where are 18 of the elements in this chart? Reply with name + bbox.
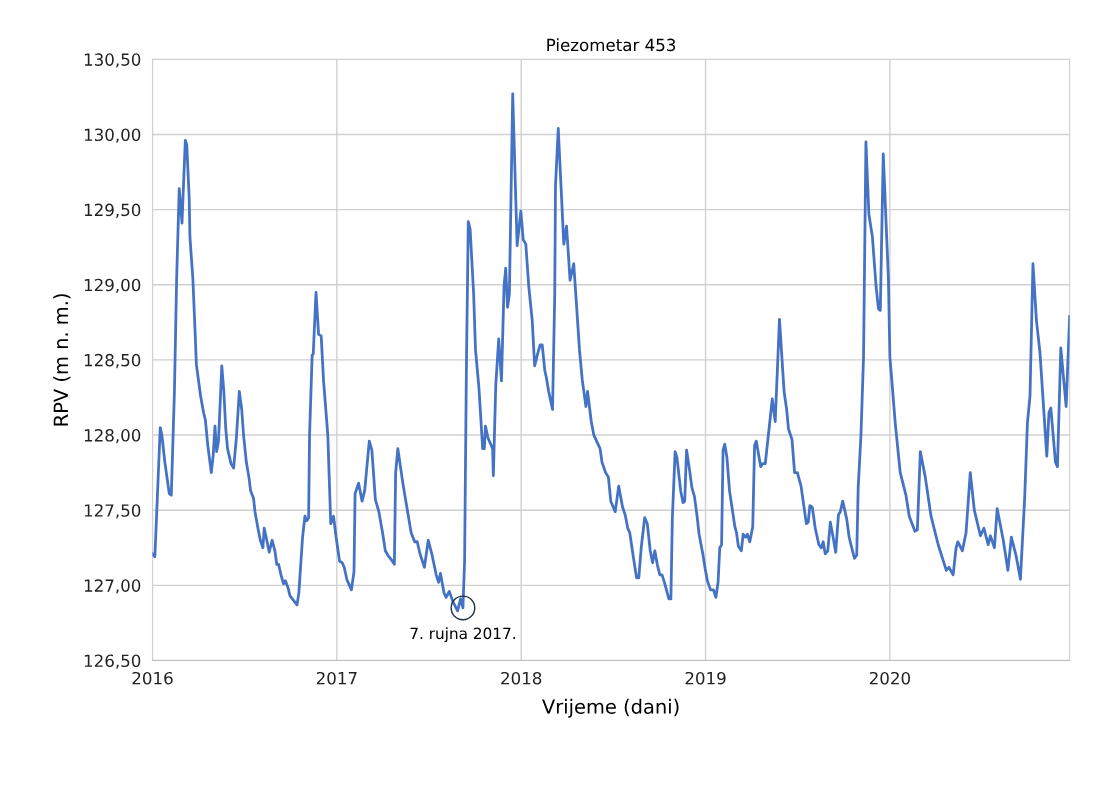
- y-tick-label: 129,50: [84, 203, 141, 218]
- x-tick-label: 2018: [501, 671, 542, 685]
- annotation: 7. rujna 2017.: [410, 627, 515, 643]
- y-tick-label: 127,00: [84, 579, 141, 594]
- y-axis-title: RPV (m n. m.): [53, 294, 71, 426]
- y-tick-label: 130,00: [84, 128, 141, 143]
- y-tick-label: 130,50: [84, 53, 141, 68]
- y-tick-label: 126,50: [84, 654, 141, 669]
- chart-title: Piezometar 453: [547, 38, 676, 52]
- x-tick-label: 2016: [132, 671, 173, 685]
- x-axis-title: Vrijeme (dani): [542, 698, 679, 718]
- y-tick-label: 127,50: [84, 504, 141, 519]
- y-tick-label: 128,00: [84, 429, 141, 444]
- x-tick-label: 2020: [869, 671, 910, 685]
- y-tick-label: 128,50: [84, 353, 141, 369]
- y-tick-label: 129,00: [84, 278, 141, 294]
- x-tick-label: 2017: [316, 671, 357, 685]
- x-tick-label: 2019: [685, 671, 726, 685]
